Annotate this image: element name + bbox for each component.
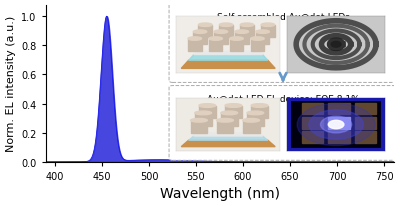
- FancyBboxPatch shape: [169, 4, 397, 83]
- Text: Au@dot-LED EL device: EQE 8.1%: Au@dot-LED EL device: EQE 8.1%: [207, 94, 359, 103]
- Y-axis label: Norm. EL intensity (a.u.): Norm. EL intensity (a.u.): [6, 16, 16, 152]
- FancyBboxPatch shape: [169, 86, 397, 160]
- Text: Self-assembled Au@dot-LEDs: Self-assembled Au@dot-LEDs: [216, 12, 350, 21]
- X-axis label: Wavelength (nm): Wavelength (nm): [160, 187, 280, 200]
